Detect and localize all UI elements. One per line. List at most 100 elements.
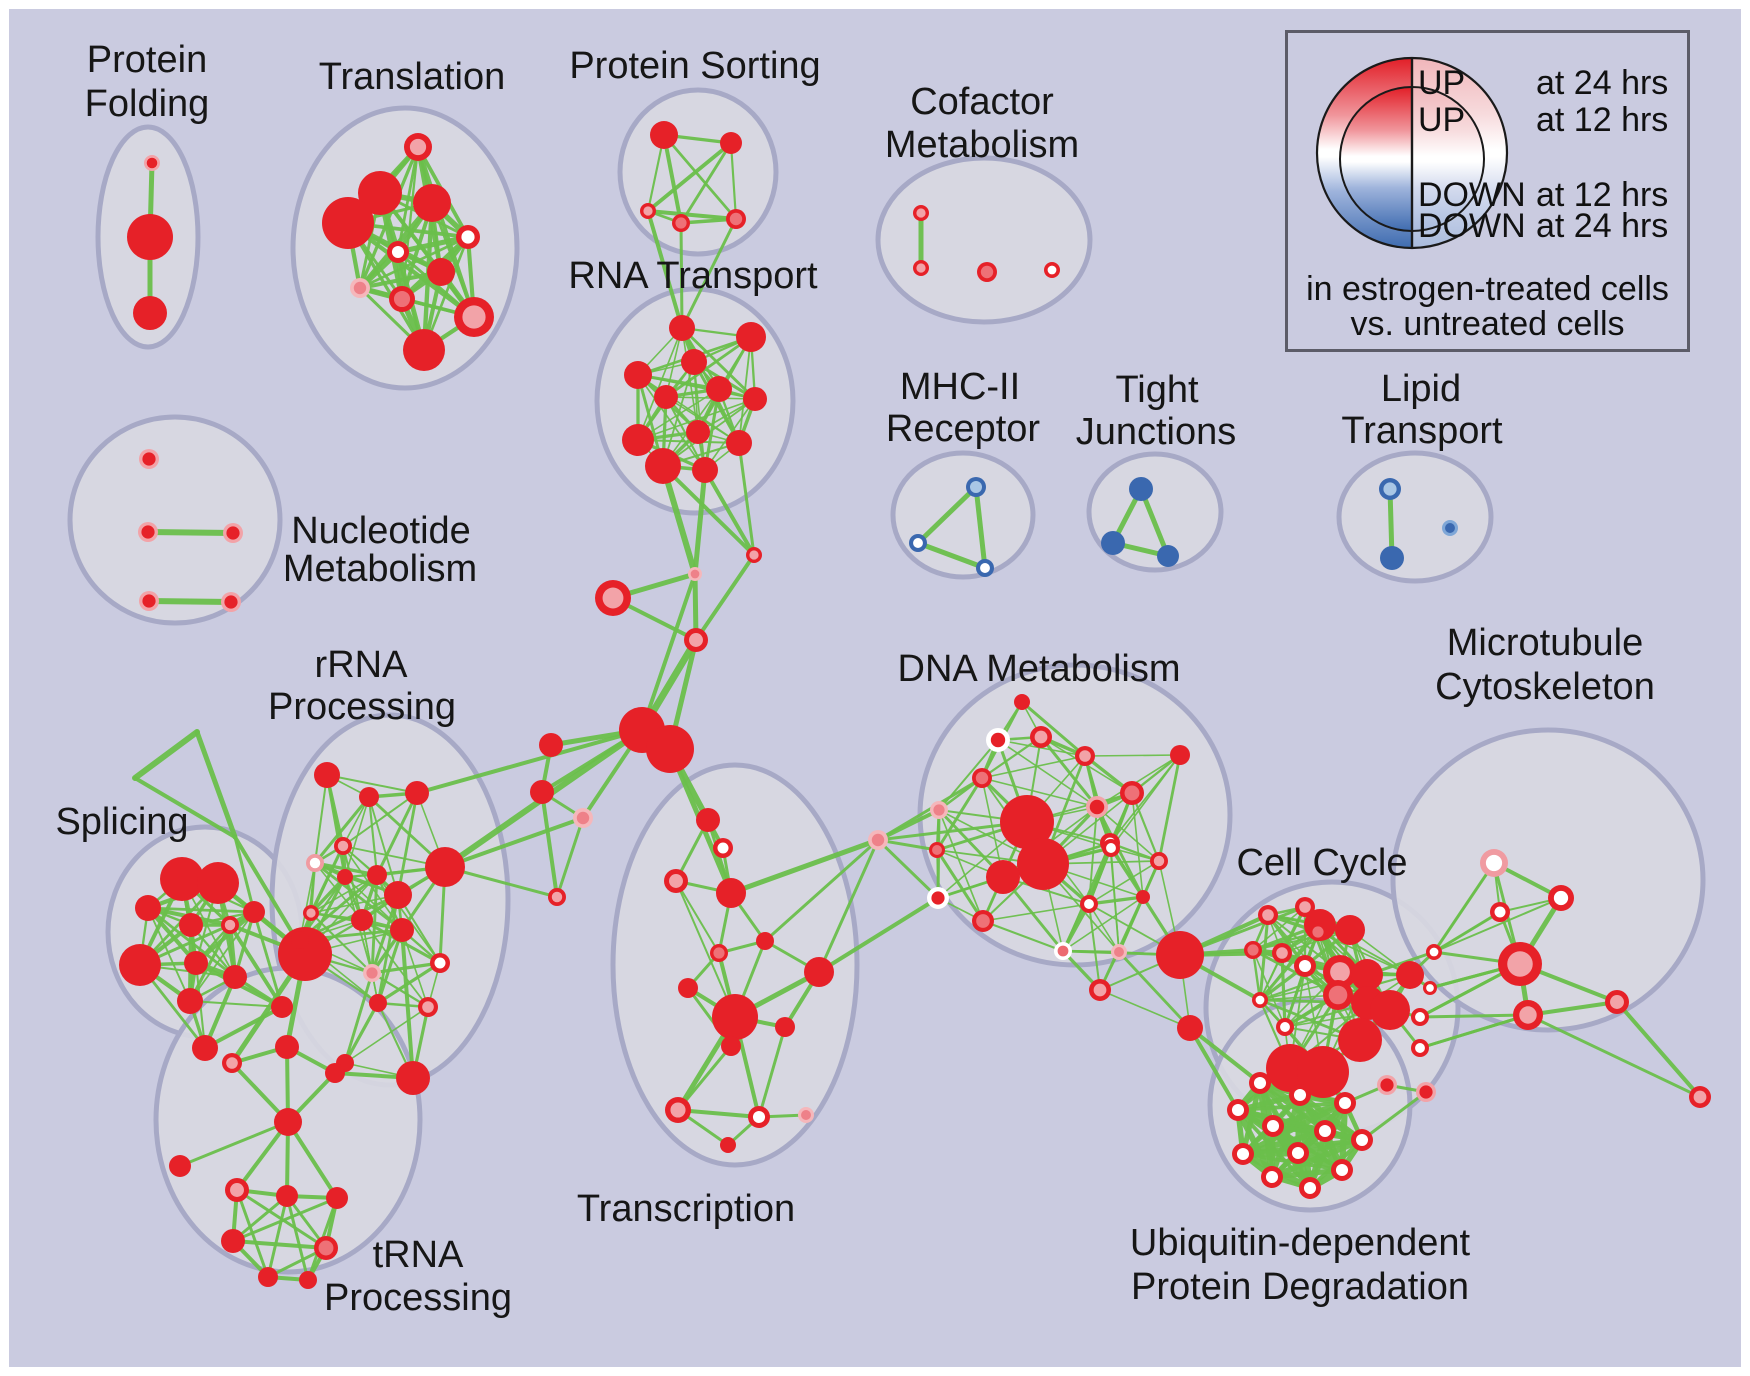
node-lipid-transport-1 <box>1380 546 1404 570</box>
legend-time: at 12 hrs <box>1536 101 1669 139</box>
edge <box>679 221 684 330</box>
node-core <box>409 138 427 156</box>
node-trna-processing-4 <box>169 1155 191 1177</box>
node-splicing-0 <box>160 857 204 901</box>
edge <box>680 217 738 330</box>
edge <box>1432 910 1502 954</box>
edge <box>443 816 585 869</box>
edge <box>1188 1026 1240 1112</box>
node-core <box>1330 962 1350 982</box>
node-transcription-14 <box>720 1137 736 1153</box>
node-cell-cycle-15 <box>1338 1018 1382 1062</box>
node-rrna-processing-5 <box>367 865 387 885</box>
edge <box>231 1239 328 1250</box>
node-transcription-8 <box>712 994 758 1040</box>
node-rna-transport-1 <box>736 322 766 352</box>
edge <box>1087 902 1102 992</box>
edge <box>1088 903 1120 953</box>
node-core <box>1298 959 1312 973</box>
edge <box>189 1000 283 1008</box>
node-core <box>729 212 743 226</box>
edge <box>313 861 404 932</box>
edge <box>817 896 940 974</box>
node-core <box>551 891 563 903</box>
node-core <box>717 842 729 854</box>
edge <box>915 484 979 546</box>
node-core <box>916 208 926 218</box>
edge <box>973 484 988 571</box>
node-core <box>306 908 316 918</box>
node-core <box>1262 909 1274 921</box>
edge <box>1117 950 1192 1030</box>
node-rrna-processing-10 <box>351 909 373 931</box>
cluster-label-nucleotide-metabolism: Metabolism <box>283 548 477 590</box>
node-splicing-5 <box>243 901 265 923</box>
edge <box>376 961 442 1005</box>
node-core <box>1236 1147 1250 1161</box>
edge <box>640 572 697 732</box>
cluster-label-trna-processing: Processing <box>324 1277 512 1319</box>
node-core <box>224 595 238 609</box>
edge <box>646 141 733 213</box>
edge <box>728 837 881 896</box>
node-translation-6 <box>427 258 455 286</box>
node-core <box>1693 1090 1707 1104</box>
edge <box>675 880 720 954</box>
node-core <box>1445 523 1455 533</box>
node-core <box>970 481 982 493</box>
node-core <box>353 281 367 295</box>
edge <box>1317 931 1411 976</box>
edge <box>396 791 419 897</box>
edge <box>178 1120 290 1168</box>
node-rrna-processing-19 <box>291 931 309 949</box>
edge <box>1039 735 1099 809</box>
node-rrna-processing-16 <box>369 994 387 1012</box>
node-protein-sorting-0 <box>650 121 678 149</box>
node-core <box>1079 750 1091 762</box>
legend-term: DOWN <box>1418 207 1526 245</box>
edge <box>680 326 757 401</box>
cluster-label-cell-cycle: Cell Cycle <box>1236 842 1407 884</box>
node-core <box>422 1001 434 1013</box>
legend-footer-line1: in estrogen-treated cells <box>1306 270 1669 308</box>
node-dna-metabolism-21 <box>1170 745 1190 765</box>
node-core <box>1507 951 1533 977</box>
edge <box>313 773 329 865</box>
edge <box>147 907 191 1002</box>
node-rna-transport-4 <box>706 376 732 402</box>
edge <box>540 790 559 899</box>
legend-footer-line2: vs. untreated cells <box>1350 305 1625 343</box>
node-protein-folding-2 <box>133 296 167 330</box>
legend-row-up-12: UP at 12 hrs <box>1288 100 1687 140</box>
edge <box>400 928 415 1080</box>
edge <box>637 327 683 441</box>
edge <box>1236 1101 1347 1112</box>
node-core <box>576 811 590 825</box>
edge <box>1252 906 1306 951</box>
edge <box>343 971 374 1065</box>
edge <box>1284 931 1319 1028</box>
edge <box>133 776 237 839</box>
cluster-label-translation: Translation <box>319 56 506 98</box>
edge <box>1130 791 1161 863</box>
edge <box>981 755 1086 779</box>
node-core <box>1312 926 1324 938</box>
node-rna-transport-8 <box>686 420 710 444</box>
node-protein-folding-1 <box>127 214 173 260</box>
node-core <box>752 1110 766 1124</box>
edge <box>1095 805 1145 899</box>
node-transcription-4 <box>756 932 774 950</box>
node-core <box>1293 1088 1307 1102</box>
cluster-microtubule-cytoskeleton-region <box>1390 727 1706 1033</box>
node-core <box>1291 1146 1305 1160</box>
edge <box>997 739 1098 808</box>
node-transcription-10 <box>721 1036 741 1056</box>
cluster-label-nucleotide-metabolism: Nucleotide <box>291 510 471 552</box>
node-rna-transport-11 <box>692 457 718 483</box>
edge <box>310 894 399 914</box>
node-splicing-7 <box>184 951 208 975</box>
node-splicing-1 <box>197 862 239 904</box>
edge <box>1251 930 1320 952</box>
edge <box>376 928 404 1005</box>
